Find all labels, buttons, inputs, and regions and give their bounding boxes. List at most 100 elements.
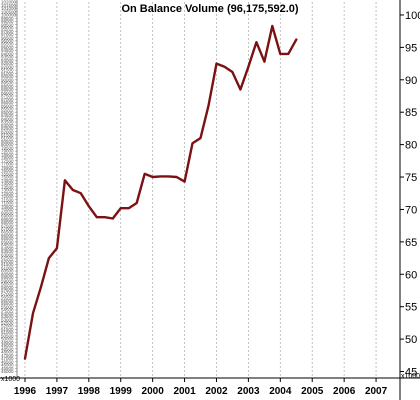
left-axis-tick-label: 90500 <box>1 74 14 79</box>
left-axis-tick-label: 90000 <box>1 77 14 82</box>
left-axis-tick-label: 46000 <box>1 363 14 368</box>
x-axis-tick-label: 2005 <box>301 386 324 397</box>
left-axis-tick-label: 99000 <box>1 19 14 24</box>
left-axis-tick-label: 65500 <box>1 236 14 241</box>
left-axis-tick-label: 99500 <box>1 16 14 21</box>
left-axis-tick-label: 66000 <box>1 233 14 238</box>
left-axis-tick-label: 65000 <box>1 239 14 244</box>
x-axis-tick-label: 1996 <box>14 386 37 397</box>
left-axis-tick-label: 60000 <box>1 272 14 277</box>
left-axis-tick-label: 53000 <box>1 317 14 322</box>
left-axis-tick-label: 54500 <box>1 308 14 313</box>
right-axis-tick-label: 75 <box>405 172 417 184</box>
left-axis: 4500045500460004650047000475004800048500… <box>1 0 18 378</box>
left-axis-tick-label: 88500 <box>1 87 14 92</box>
right-axis: 45 50 55 60 65 70 75 80 85 90 95 100 <box>399 0 420 400</box>
left-axis-tick-label: 50000 <box>1 337 14 342</box>
left-axis-tick-label: 77000 <box>1 162 14 167</box>
x-axis-tick-label: 2003 <box>237 386 260 397</box>
left-axis-tick-label: 95500 <box>1 42 14 47</box>
left-axis-tick-label: 56500 <box>1 295 14 300</box>
left-axis-tick-label: 48500 <box>1 346 14 351</box>
left-axis-tick-label: 58000 <box>1 285 14 290</box>
left-axis-tick-label: 83500 <box>1 120 14 125</box>
left-axis-tick-label: 71500 <box>1 197 14 202</box>
x-axis-tick-label: 2002 <box>205 386 228 397</box>
left-axis-tick-label: 81000 <box>1 136 14 141</box>
left-axis-tick-label: 94500 <box>1 48 14 53</box>
left-axis-tick-label: 64000 <box>1 246 14 251</box>
right-axis-tick-label: 65 <box>405 237 417 249</box>
left-axis-tick-label: 100000 <box>1 13 17 18</box>
left-axis-tick-label: 100500 <box>1 9 17 14</box>
left-axis-tick-label: 74000 <box>1 181 14 186</box>
left-axis-tick-label: 51500 <box>1 327 14 332</box>
left-axis-tick-label: 70500 <box>1 204 14 209</box>
left-axis-tick-label: 55000 <box>1 304 14 309</box>
left-axis-tick-label: 59500 <box>1 275 14 280</box>
left-axis-tick-label: 85500 <box>1 107 14 112</box>
right-axis-tick-label: 80 <box>405 140 417 152</box>
left-axis-tick-label: 47500 <box>1 353 14 358</box>
x-axis-tick-label: 1997 <box>46 386 69 397</box>
left-axis-tick-label: 53500 <box>1 314 14 319</box>
x-axis-tick-label: 2006 <box>333 386 356 397</box>
left-axis-tick-label: 92000 <box>1 64 14 69</box>
chart-title: On Balance Volume (96,175,592.0) <box>121 3 298 15</box>
x-axis-tick-label: 2007 <box>365 386 388 397</box>
left-axis-tick-label: 50500 <box>1 333 14 338</box>
left-axis-tick-label: 101500 <box>1 3 17 8</box>
left-axis-tick-label: 97500 <box>1 29 14 34</box>
left-axis-tick-label: 62500 <box>1 256 14 261</box>
left-axis-tick-label: 57000 <box>1 291 14 296</box>
right-axis-tick-label: 45 <box>405 367 417 379</box>
left-axis-tick-label: 71000 <box>1 201 14 206</box>
left-axis-tick-label: 49000 <box>1 343 14 348</box>
left-axis-tick-label: 87000 <box>1 97 14 102</box>
left-axis-tick-label: 69000 <box>1 214 14 219</box>
left-axis-tick-label: 45500 <box>1 366 14 371</box>
left-axis-tick-label: 56000 <box>1 298 14 303</box>
left-axis-tick-label: 66500 <box>1 230 14 235</box>
left-axis-tick-label: 82000 <box>1 129 14 134</box>
left-axis-tick-label: 88000 <box>1 90 14 95</box>
left-axis-tick-label: 64500 <box>1 243 14 248</box>
x-axis: 1996 1997 1998 1999 2000 2001 2002 2003 2004 2005… <box>0 377 420 397</box>
left-axis-tick-label: 75000 <box>1 175 14 180</box>
left-axis-tick-label: 86000 <box>1 103 14 108</box>
left-axis-tick-label: 87500 <box>1 94 14 99</box>
left-axis-tick-label: 98000 <box>1 26 14 31</box>
left-axis-tick-label: 94000 <box>1 51 14 56</box>
left-axis-tick-label: 82500 <box>1 126 14 131</box>
left-axis-tick-label: 92500 <box>1 61 14 66</box>
left-axis-tick-label: 72000 <box>1 194 14 199</box>
left-axis-unit-label: x1000 <box>1 376 20 383</box>
left-axis-tick-label: 60500 <box>1 269 14 274</box>
left-axis-tick-label: 83000 <box>1 123 14 128</box>
left-axis-tick-label: 97000 <box>1 32 14 37</box>
right-axis-tick-label: 95 <box>405 42 417 54</box>
left-axis-tick-label: 70000 <box>1 207 14 212</box>
left-axis-tick-label: 62000 <box>1 259 14 264</box>
left-axis-tick-label: 75500 <box>1 171 14 176</box>
right-axis-tick-label: 50 <box>405 334 417 346</box>
left-axis-tick-label: 79000 <box>1 149 14 154</box>
left-axis-tick-label: 77500 <box>1 158 14 163</box>
left-axis-tick-label: 45000 <box>1 369 14 374</box>
left-axis-tick-label: 63000 <box>1 252 14 257</box>
right-axis-tick-label: 90 <box>405 75 417 87</box>
left-axis-tick-label: 84000 <box>1 116 14 121</box>
left-axis-tick-label: 55500 <box>1 301 14 306</box>
left-axis-tick-label: 54000 <box>1 311 14 316</box>
left-axis-tick-label: 78000 <box>1 155 14 160</box>
x-axis-tick-label: 2004 <box>269 386 292 397</box>
left-axis-tick-label: 68000 <box>1 220 14 225</box>
left-axis-tick-label: 67000 <box>1 226 14 231</box>
left-axis-tick-label: 76500 <box>1 165 14 170</box>
left-axis-tick-label: 52500 <box>1 320 14 325</box>
left-axis-tick-label: 98500 <box>1 22 14 27</box>
left-axis-tick-label: 74500 <box>1 178 14 183</box>
left-axis-tick-label: 78500 <box>1 152 14 157</box>
